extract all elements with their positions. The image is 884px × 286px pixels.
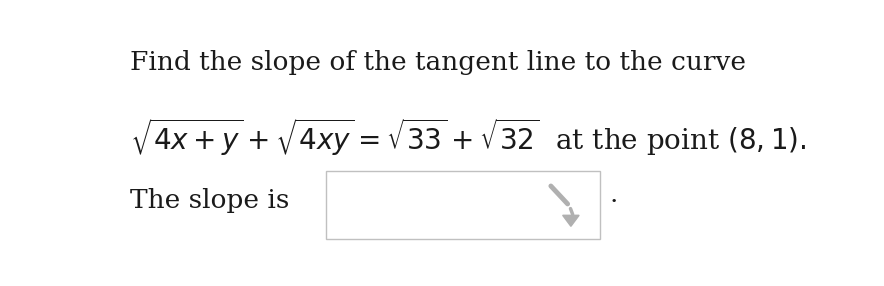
Text: .: . [609, 182, 618, 207]
Text: Find the slope of the tangent line to the curve: Find the slope of the tangent line to th… [130, 50, 746, 75]
Text: $\sqrt{4x + y} + \sqrt{4xy} = \sqrt{33} + \sqrt{32}$  at the point $(8, 1).$: $\sqrt{4x + y} + \sqrt{4xy} = \sqrt{33} … [130, 116, 806, 158]
Polygon shape [563, 215, 579, 226]
Text: The slope is: The slope is [130, 188, 289, 213]
Bar [326, 171, 600, 239]
